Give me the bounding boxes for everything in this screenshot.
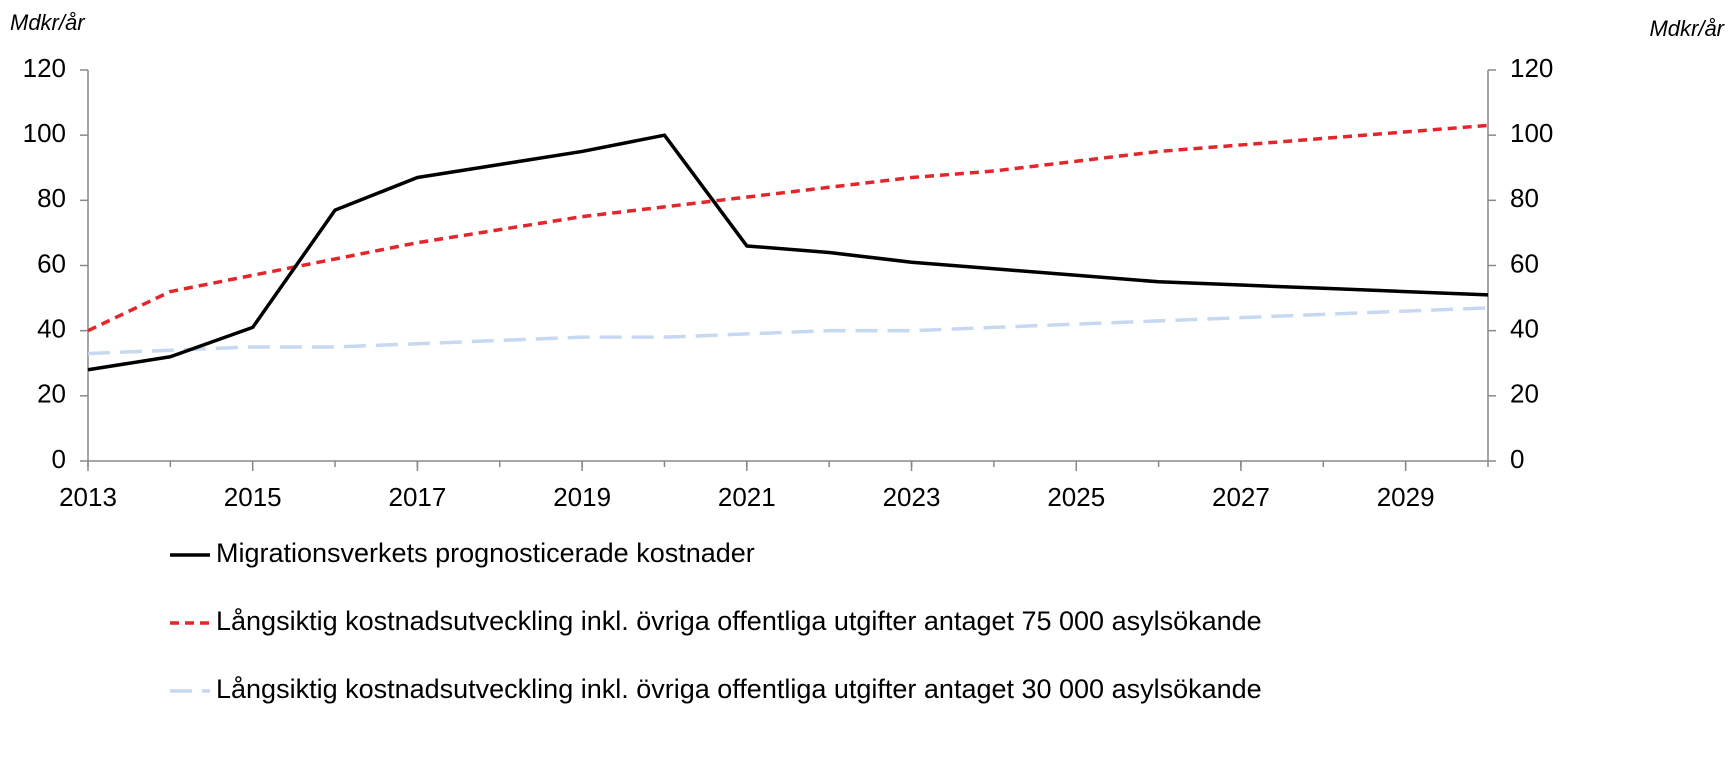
y2-tick-label: 40	[1510, 314, 1539, 344]
series-line	[87, 123, 1489, 333]
y-tick-label: 40	[37, 314, 66, 344]
y2-tick-label: 0	[1510, 444, 1524, 474]
x-tick-label: 2029	[1377, 482, 1435, 512]
x-tick-label: 2019	[553, 482, 611, 512]
x-tick-label: 2023	[883, 482, 941, 512]
y-tick-label: 20	[37, 379, 66, 409]
y2-tick-label: 100	[1510, 118, 1553, 148]
y-tick-label: 80	[37, 183, 66, 213]
x-tick-label: 2015	[224, 482, 282, 512]
x-tick-label: 2025	[1047, 482, 1105, 512]
series-line	[87, 306, 1489, 356]
y-tick-label: 60	[37, 248, 66, 278]
x-tick-label: 2013	[59, 482, 117, 512]
y2-tick-label: 60	[1510, 248, 1539, 278]
legend-label: Långsiktig kostnadsutveckling inkl. övri…	[216, 674, 1262, 704]
y-tick-label: 0	[52, 444, 66, 474]
x-tick-label: 2017	[388, 482, 446, 512]
x-tick-label: 2027	[1212, 482, 1270, 512]
y-tick-label: 100	[23, 118, 66, 148]
legend-label: Migrationsverkets prognosticerade kostna…	[216, 538, 755, 568]
y2-tick-label: 20	[1510, 379, 1539, 409]
x-tick-label: 2021	[718, 482, 776, 512]
legend-label: Långsiktig kostnadsutveckling inkl. övri…	[216, 606, 1262, 636]
y2-tick-label: 120	[1510, 53, 1553, 83]
y-tick-label: 120	[23, 53, 66, 83]
y-axis-label: Mdkr/år	[10, 10, 86, 35]
y2-axis-label: Mdkr/år	[1649, 16, 1725, 41]
y2-tick-label: 80	[1510, 183, 1539, 213]
series-line	[87, 133, 1489, 372]
